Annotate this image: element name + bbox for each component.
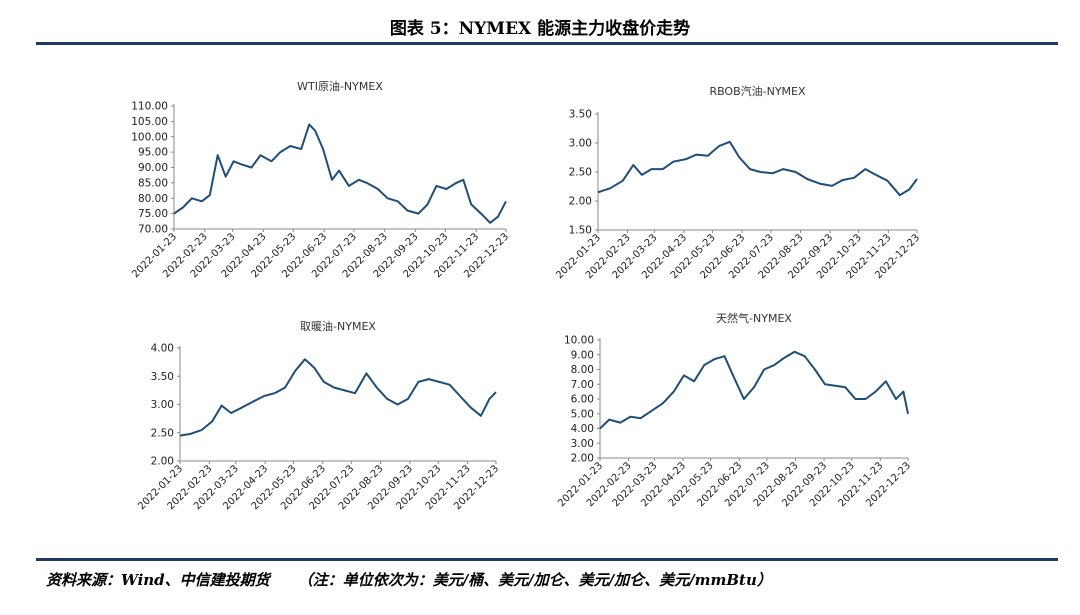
y-tick-label: 2.50 (151, 427, 174, 439)
y-tick-label: 2.00 (569, 196, 592, 208)
y-tick-label: 3.50 (569, 109, 592, 121)
chart-3: 取暖油-NYMEX4.003.503.002.502.002022-01-232… (136, 319, 501, 512)
chart-title: RBOB汽油-NYMEX (709, 84, 806, 98)
y-tick-label: 3.50 (151, 371, 174, 383)
series-line (599, 350, 909, 430)
charts-canvas: WTI原油-NYMEX 110.00 105.00 100.00 95.00 90.00 8… (130, 79, 922, 512)
chart-1: WTI原油-NYMEX 110.00 105.00 100.00 95.00 90.00 8… (130, 79, 511, 280)
y-tick-label: 2.00 (571, 453, 594, 465)
y-tick-label: 1.50 (569, 225, 592, 237)
y-tick-label: 110.00 (131, 101, 168, 113)
y-tick-label: 7.00 (571, 379, 594, 391)
source-footer: 资料来源：Wind、中信建投期货 （注：单位依次为：美元/桶、美元/加仑、美元/加… (46, 569, 800, 590)
chart-title: 天然气-NYMEX (716, 311, 792, 325)
y-tick-label: 8.00 (571, 364, 594, 376)
y-tick-label: 100.00 (131, 131, 168, 143)
y-tick-label: 9.00 (571, 349, 594, 361)
y-tick-label: 105.00 (131, 116, 168, 128)
series-line (179, 358, 497, 437)
y-tick-label: 85.00 (138, 177, 168, 189)
y-tick-label: 70.00 (138, 224, 168, 236)
chart-2: RBOB汽油-NYMEX3.503.002.502.001.502022-01-… (554, 84, 922, 281)
bottom-divider (36, 558, 1058, 561)
figure-title: 图表 5：NYMEX 能源主力收盘价走势 (389, 19, 691, 39)
y-tick-label: 95.00 (138, 147, 168, 159)
y-tick-label: 2.50 (569, 167, 592, 179)
chart-title: WTI原油-NYMEX (297, 79, 383, 93)
y-tick-label: 10.00 (564, 335, 594, 347)
y-tick-label: 80.00 (138, 193, 168, 205)
y-tick-label: 3.00 (151, 399, 174, 411)
y-tick-label: 3.00 (569, 138, 592, 150)
y-tick-label: 6.00 (571, 394, 594, 406)
y-tick-label: 3.00 (571, 438, 594, 450)
source-text: 资料来源：Wind、中信建投期货 (46, 571, 270, 589)
series-line (173, 123, 507, 224)
y-tick-label: 90.00 (138, 162, 168, 174)
chart-4: 天然气-NYMEX 10.00 9.00 8.00 7.00 6.00 5.00 4.00 3.… (556, 311, 913, 509)
y-tick-label: 2.00 (151, 456, 174, 468)
series-line (597, 140, 918, 197)
y-tick-label: 75.00 (138, 208, 168, 220)
unit-note: （注：单位依次为：美元/桶、美元/加仑、美元/加仑、美元/mmBtu） (297, 571, 772, 589)
y-tick-label: 4.00 (571, 423, 594, 435)
chart-title: 取暖油-NYMEX (300, 319, 376, 333)
y-tick-label: 5.00 (571, 408, 594, 420)
top-divider (36, 42, 1058, 45)
y-tick-label: 4.00 (151, 343, 174, 355)
